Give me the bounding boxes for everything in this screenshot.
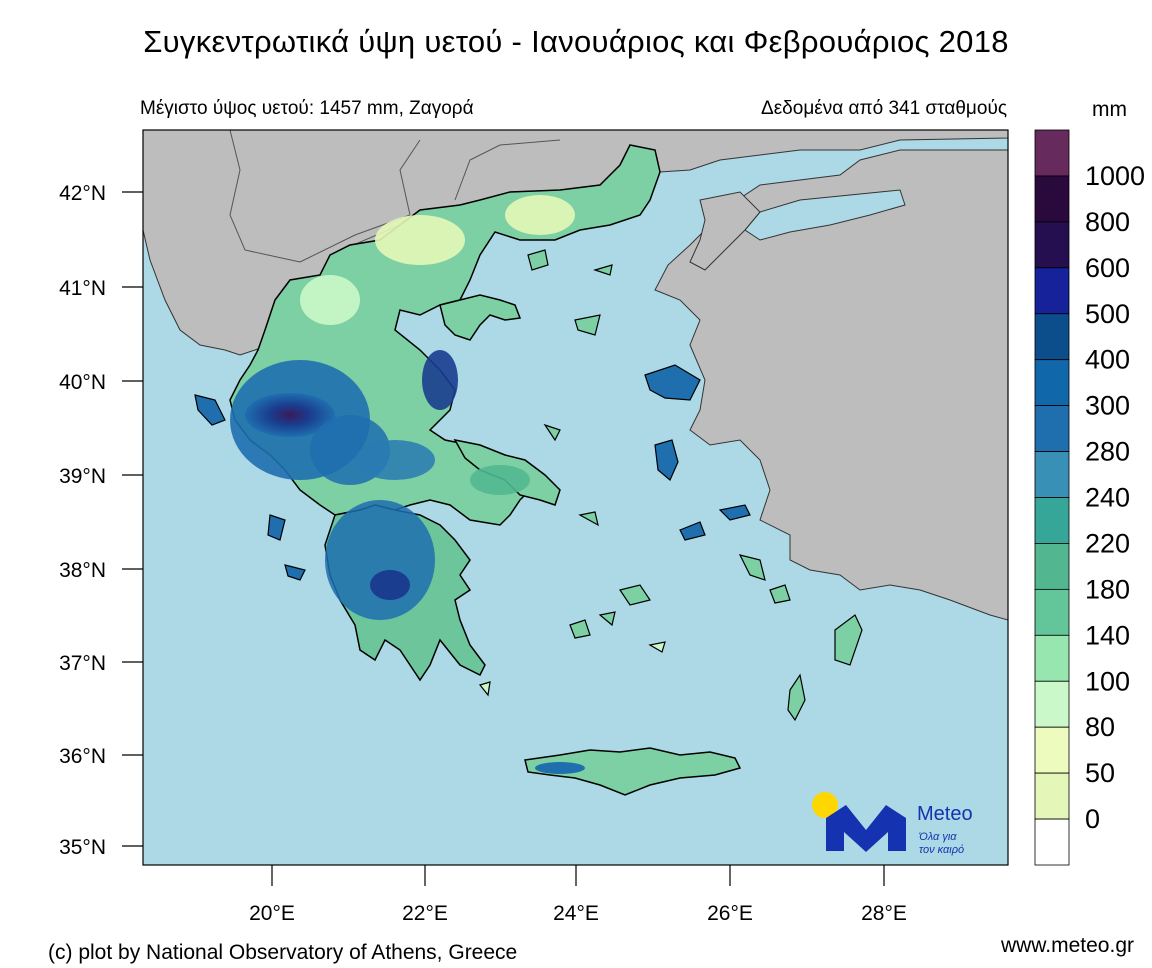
stations-count-subtitle: Δεδομένα από 341 σταθμούς — [761, 98, 1007, 119]
colorbar-level-label: 80 — [1085, 712, 1115, 742]
colorbar-level-label: 800 — [1085, 207, 1130, 237]
lemnos — [574, 314, 601, 336]
latitude-axis: 42°N 41°N 40°N 39°N 38°N 37°N 36°N 35°N — [59, 182, 143, 859]
colorbar-level-label: 400 — [1085, 345, 1130, 375]
lon-label: 22°E — [402, 902, 448, 925]
colorbar-swatch — [1034, 818, 1070, 866]
max-rainfall-subtitle: Μέγιστο ύψος υετού: 1457 mm, Ζαγορά — [140, 98, 474, 119]
colorbar-swatch — [1034, 543, 1070, 590]
colorbar-swatch — [1034, 726, 1070, 774]
logo-name: Meteo — [917, 803, 973, 825]
corfu — [194, 394, 226, 426]
colorbar-swatch — [1034, 175, 1070, 223]
lon-label: 26°E — [707, 902, 753, 925]
colorbar-level-label: 500 — [1085, 299, 1130, 329]
colorbar-swatch — [1034, 405, 1070, 452]
lat-label: 36°N — [59, 745, 106, 768]
logo-tagline-2: τον καιρό — [919, 844, 964, 856]
colorbar-swatch — [1034, 772, 1070, 820]
colorbar-level-label: 1000 — [1085, 161, 1145, 191]
colorbar-level-label: 220 — [1085, 528, 1130, 558]
colorbar-level-label: 240 — [1085, 483, 1130, 513]
colorbar-swatch — [1034, 680, 1070, 728]
meteo-m-icon — [826, 805, 906, 852]
gallipoli — [689, 191, 761, 271]
meteo-logo: Meteo Όλα για τον καιρό — [812, 792, 973, 856]
turkey — [654, 149, 1008, 621]
lat-label: 37°N — [59, 652, 106, 675]
credit-text: (c) plot by National Observatory of Athe… — [48, 941, 518, 964]
crete — [524, 747, 742, 796]
chios — [654, 439, 679, 481]
lon-label: 20°E — [249, 902, 295, 925]
colorbar-level-label: 180 — [1085, 574, 1130, 604]
lon-label: 28°E — [861, 902, 907, 925]
lat-label: 41°N — [59, 277, 106, 300]
rainfall-field — [230, 195, 575, 620]
colorbar-swatch — [1034, 588, 1070, 636]
website-link[interactable]: www.meteo.gr — [1000, 934, 1134, 957]
map-title: Συγκεντρωτικά ύψη υετού - Ιανουάριος και… — [143, 24, 1009, 59]
lat-label: 42°N — [59, 182, 106, 205]
map-area — [143, 130, 1008, 865]
colorbar-level-label: 600 — [1085, 253, 1130, 283]
rhodes — [834, 614, 863, 666]
colorbar-level-label: 140 — [1085, 620, 1130, 650]
colorbar-level-label: 0 — [1085, 804, 1100, 834]
karpathos — [787, 673, 806, 722]
colorbar: 1000800600500400300280240220180140100805… — [1034, 129, 1145, 866]
chalkidiki — [439, 294, 522, 341]
lat-label: 40°N — [59, 371, 106, 394]
colorbar-swatch — [1034, 129, 1070, 177]
colorbar-swatch — [1034, 313, 1070, 361]
lon-label: 24°E — [553, 902, 599, 925]
colorbar-swatch — [1034, 267, 1070, 315]
neighbor-borders — [229, 130, 561, 263]
longitude-axis: 20°E 22°E 24°E 26°E 28°E — [249, 865, 907, 925]
marmara-sea — [744, 189, 906, 241]
logo-tagline-1: Όλα για — [918, 831, 957, 843]
lat-label: 35°N — [59, 836, 106, 859]
colorbar-swatch — [1034, 634, 1070, 682]
colorbar-swatch — [1034, 497, 1070, 544]
lat-label: 39°N — [59, 465, 106, 488]
colorbar-level-label: 100 — [1085, 666, 1130, 696]
colorbar-level-label: 50 — [1085, 758, 1115, 788]
sun-icon — [812, 792, 838, 818]
colorbar-level-label: 280 — [1085, 437, 1130, 467]
lesbos — [644, 364, 701, 401]
colorbar-level-label: 300 — [1085, 391, 1130, 421]
colorbar-swatch — [1034, 221, 1070, 269]
colorbar-swatch — [1034, 359, 1070, 407]
islands — [194, 249, 863, 722]
colorbar-unit: mm — [1092, 98, 1127, 121]
lat-label: 38°N — [59, 559, 106, 582]
thasos — [527, 249, 549, 271]
colorbar-swatch — [1034, 451, 1070, 498]
